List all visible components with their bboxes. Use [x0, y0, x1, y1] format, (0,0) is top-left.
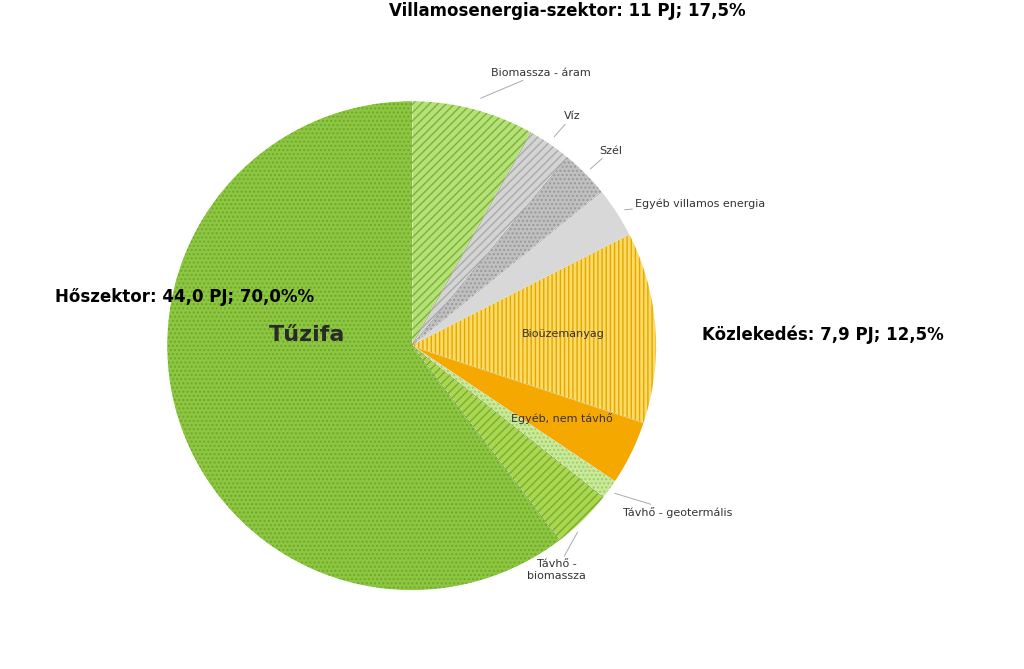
Text: Távhő -
biomassza: Távhő - biomassza — [527, 532, 586, 581]
Text: Bioüzemanyag: Bioüzemanyag — [522, 329, 605, 339]
Text: Közlekedés: 7,9 PJ; 12,5%: Közlekedés: 7,9 PJ; 12,5% — [701, 325, 943, 344]
Wedge shape — [412, 346, 604, 541]
Wedge shape — [166, 100, 560, 591]
Wedge shape — [412, 191, 631, 346]
Text: Egyéb villamos energia: Egyéb villamos energia — [625, 198, 766, 209]
Text: Szél: Szél — [590, 146, 623, 169]
Text: Villamosenergia-szektor: 11 PJ; 17,5%: Villamosenergia-szektor: 11 PJ; 17,5% — [389, 2, 746, 20]
Text: Távhő - geotermális: Távhő - geotermális — [614, 493, 732, 518]
Text: Egyéb, nem távhő: Egyéb, nem távhő — [511, 413, 612, 424]
Wedge shape — [412, 100, 531, 346]
Text: Víz: Víz — [554, 112, 581, 136]
Wedge shape — [412, 235, 657, 423]
Wedge shape — [412, 346, 644, 482]
Wedge shape — [412, 346, 615, 498]
Text: Hőszektor: 44,0 PJ; 70,0%%: Hőszektor: 44,0 PJ; 70,0%% — [55, 288, 314, 306]
Text: Tűzifa: Tűzifa — [268, 324, 345, 345]
Wedge shape — [412, 157, 602, 346]
Text: Biomassza - áram: Biomassza - áram — [480, 68, 591, 98]
Wedge shape — [412, 132, 568, 346]
